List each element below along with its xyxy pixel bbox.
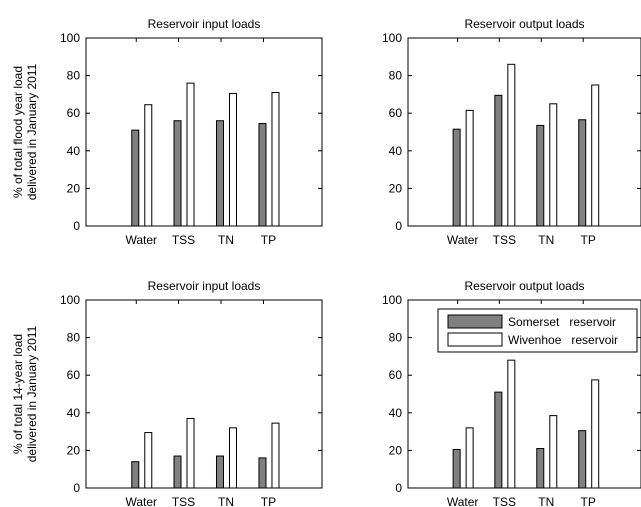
x-tick-label: TSS bbox=[172, 233, 195, 247]
y-tick-label: 0 bbox=[73, 481, 80, 495]
y-tick-label: 100 bbox=[382, 293, 402, 307]
y-tick-label: 80 bbox=[67, 331, 81, 345]
x-tick-label: TN bbox=[218, 233, 234, 247]
bar-somerset bbox=[536, 448, 545, 489]
y-tick-label: 20 bbox=[67, 181, 81, 195]
legend-swatch bbox=[447, 332, 503, 347]
bar-wivenhoe bbox=[271, 422, 280, 489]
y-tick-label: 20 bbox=[389, 181, 403, 195]
panel-title: Reservoir output loads bbox=[464, 17, 584, 31]
y-tick-label: 80 bbox=[389, 331, 403, 345]
x-tick-label: TN bbox=[538, 495, 554, 507]
bar-somerset bbox=[131, 129, 140, 227]
y-tick-label: 80 bbox=[67, 69, 81, 83]
panel-title: Reservoir input loads bbox=[148, 279, 261, 293]
y-tick-label: 100 bbox=[382, 31, 402, 45]
bar-somerset bbox=[536, 124, 545, 227]
bar-somerset bbox=[131, 461, 140, 489]
bar-somerset bbox=[578, 119, 587, 227]
axes-frame bbox=[85, 299, 323, 489]
bar-wivenhoe bbox=[144, 104, 153, 227]
legend-label: Somerset reservoir bbox=[508, 315, 616, 329]
x-tick-label: Water bbox=[125, 233, 157, 247]
y-tick-label: 0 bbox=[73, 219, 80, 233]
bar-wivenhoe bbox=[465, 109, 474, 227]
y-tick-label: 60 bbox=[67, 368, 81, 382]
y-tick-label: 60 bbox=[389, 106, 403, 120]
bar-somerset bbox=[258, 457, 267, 489]
bar-wivenhoe bbox=[507, 63, 516, 227]
y-tick-label: 40 bbox=[389, 144, 403, 158]
axes-frame bbox=[407, 299, 641, 489]
bar-wivenhoe bbox=[144, 432, 153, 489]
y-tick-label: 0 bbox=[395, 219, 402, 233]
x-tick-label: Water bbox=[447, 495, 479, 507]
x-tick-label: TP bbox=[581, 495, 596, 507]
bar-wivenhoe bbox=[228, 427, 237, 489]
y-tick-label: 100 bbox=[60, 293, 80, 307]
panel-title: Reservoir input loads bbox=[148, 17, 261, 31]
x-tick-label: TN bbox=[218, 495, 234, 507]
bar-somerset bbox=[215, 120, 224, 227]
bar-wivenhoe bbox=[549, 103, 558, 227]
row-ylabel: delivered in January 2011 bbox=[25, 325, 39, 462]
panel-title: Reservoir output loads bbox=[464, 279, 584, 293]
x-tick-label: TSS bbox=[493, 495, 516, 507]
bar-wivenhoe bbox=[507, 359, 516, 489]
y-tick-label: 0 bbox=[395, 481, 402, 495]
bar-somerset bbox=[578, 430, 587, 489]
bar-wivenhoe bbox=[591, 379, 600, 489]
x-tick-label: Water bbox=[447, 233, 479, 247]
x-tick-label: TP bbox=[261, 233, 276, 247]
y-tick-label: 20 bbox=[389, 443, 403, 457]
legend-label: Wivenhoe reservoir bbox=[508, 333, 618, 347]
bar-somerset bbox=[215, 455, 224, 489]
axes-frame bbox=[407, 37, 641, 227]
bar-wivenhoe bbox=[186, 417, 195, 489]
bar-somerset bbox=[494, 94, 503, 227]
x-tick-label: Water bbox=[125, 495, 157, 507]
bar-wivenhoe bbox=[591, 84, 600, 227]
bar-wivenhoe bbox=[465, 427, 474, 489]
row-ylabel: delivered in January 2011 bbox=[25, 63, 39, 200]
x-tick-label: TSS bbox=[493, 233, 516, 247]
bar-somerset bbox=[494, 391, 503, 489]
bar-wivenhoe bbox=[186, 82, 195, 227]
legend-swatch bbox=[447, 314, 503, 329]
bar-somerset bbox=[258, 123, 267, 227]
bar-somerset bbox=[452, 128, 461, 227]
y-tick-label: 20 bbox=[67, 443, 81, 457]
bar-wivenhoe bbox=[228, 92, 237, 227]
bar-somerset bbox=[173, 455, 182, 489]
bar-somerset bbox=[452, 448, 461, 489]
x-tick-label: TSS bbox=[172, 495, 195, 507]
y-tick-label: 40 bbox=[389, 406, 403, 420]
y-tick-label: 40 bbox=[67, 406, 81, 420]
x-tick-label: TP bbox=[261, 495, 276, 507]
y-tick-label: 100 bbox=[60, 31, 80, 45]
y-tick-label: 80 bbox=[389, 69, 403, 83]
x-tick-label: TN bbox=[538, 233, 554, 247]
y-tick-label: 60 bbox=[67, 106, 81, 120]
bar-somerset bbox=[173, 120, 182, 227]
bar-wivenhoe bbox=[271, 92, 280, 227]
row-ylabel: % of total flood year load bbox=[11, 66, 25, 198]
axes-frame bbox=[85, 37, 323, 227]
y-tick-label: 60 bbox=[389, 368, 403, 382]
y-tick-label: 40 bbox=[67, 144, 81, 158]
bar-wivenhoe bbox=[549, 415, 558, 489]
row-ylabel: % of total 14-year load bbox=[11, 334, 25, 454]
x-tick-label: TP bbox=[581, 233, 596, 247]
